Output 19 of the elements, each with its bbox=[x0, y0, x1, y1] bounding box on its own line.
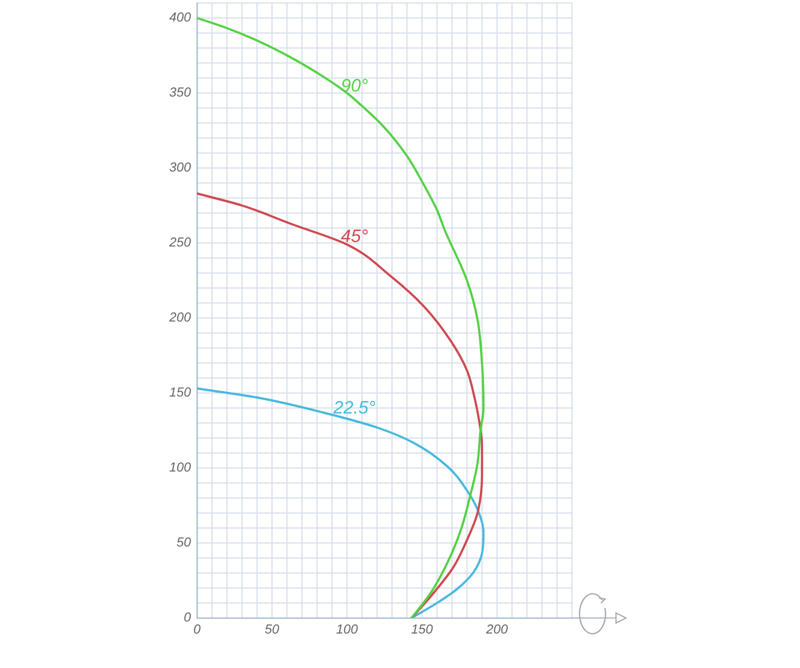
y-tick-label: 350 bbox=[169, 84, 192, 100]
series-label: 45° bbox=[340, 226, 368, 246]
y-tick-label: 400 bbox=[169, 10, 192, 25]
y-tick-label: 50 bbox=[176, 534, 192, 550]
line-series bbox=[197, 16, 485, 618]
y-tick-label: 100 bbox=[169, 460, 192, 475]
x-tick-label: 200 bbox=[485, 621, 509, 636]
series-label: 22.5° bbox=[332, 397, 376, 418]
x-tick-label: 50 bbox=[264, 621, 280, 636]
x-tick-label: 100 bbox=[336, 621, 359, 636]
x-tick-label: 150 bbox=[411, 621, 434, 636]
x-tick-label: 0 bbox=[193, 621, 202, 636]
line-series bbox=[197, 387, 485, 618]
y-tick-label: 200 bbox=[168, 310, 192, 325]
y-tick-label: 150 bbox=[169, 384, 192, 400]
y-tick-label: 250 bbox=[168, 234, 192, 250]
y-tick-label: 0 bbox=[184, 610, 192, 625]
line-series bbox=[197, 192, 484, 618]
y-tick-label: 300 bbox=[169, 160, 192, 175]
